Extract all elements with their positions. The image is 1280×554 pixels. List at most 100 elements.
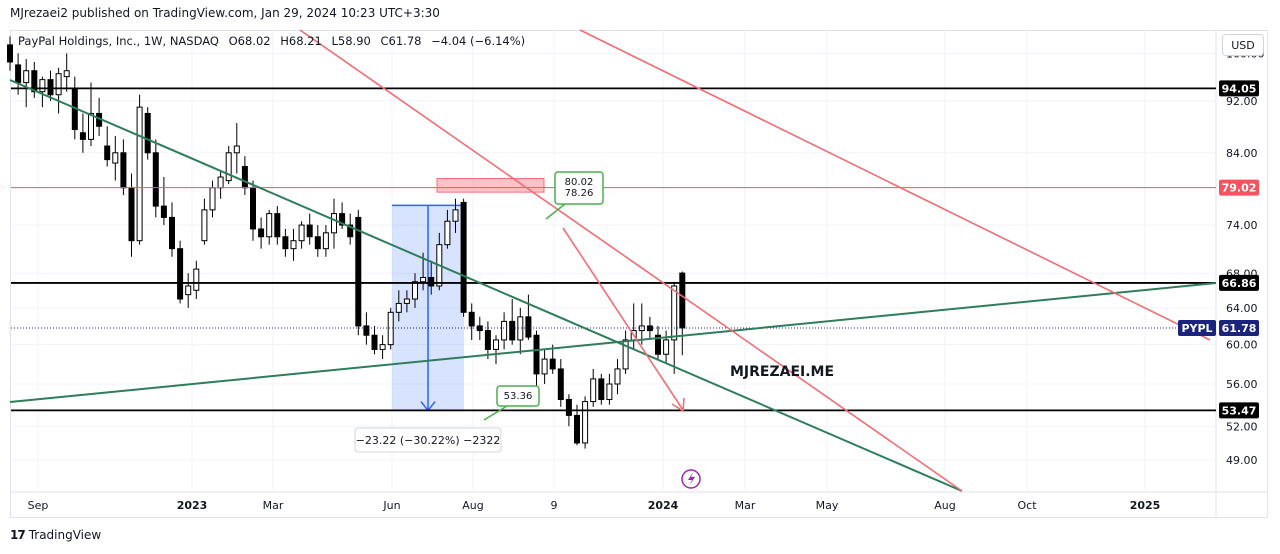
candle-body [428, 276, 435, 287]
candle-body [104, 145, 111, 161]
candle-body [290, 240, 297, 250]
candle-body [298, 224, 305, 242]
tradingview-logo-mark: 17 [10, 528, 26, 542]
x-tick-label: Aug [462, 499, 483, 512]
x-tick-label: 9 [551, 499, 558, 512]
legend-open: O68.02 [228, 34, 271, 48]
measure-label-text: −23.22 (−30.22%) −2322 [356, 434, 501, 447]
candle-body [493, 339, 499, 350]
red-trendline-1 [299, 29, 963, 492]
candle-body [266, 213, 273, 238]
candle-body [371, 334, 378, 350]
candle-body [412, 281, 418, 300]
candle-body [233, 145, 240, 154]
green-down-trendline [9, 79, 963, 492]
x-tick-label: Jun [382, 499, 400, 512]
candle-body [55, 73, 62, 96]
candle-body [557, 368, 564, 400]
callout-low-box [496, 385, 540, 407]
candles [7, 36, 686, 449]
axes: 100.0092.0084.0074.0068.0064.0060.0056.0… [10, 30, 1268, 518]
candle-body [282, 236, 289, 250]
candle-body [241, 166, 248, 189]
candle-body [525, 316, 532, 338]
x-tick-label: 2024 [648, 499, 679, 512]
level-price-label: 79.02 [1222, 182, 1257, 195]
candle-body [152, 152, 159, 207]
candle-body [606, 383, 613, 400]
publisher-text: MJrezaei2 published on TradingView.com, … [10, 6, 440, 20]
level-price-tag [1219, 402, 1259, 419]
legend-low: L58.90 [331, 34, 371, 48]
tradingview-brand: TradingView [28, 528, 102, 542]
y-tick-label: 84.00 [1226, 147, 1258, 160]
level-price-label: 66.86 [1222, 277, 1257, 290]
candle-body [387, 311, 394, 346]
candle-body [590, 378, 597, 403]
candle-body [403, 298, 410, 304]
y-tick-label: 56.00 [1226, 378, 1258, 391]
candle-body [169, 216, 175, 250]
y-tick-label: 64.00 [1226, 302, 1258, 315]
x-tick-label: Mar [263, 499, 284, 512]
candle-body [112, 152, 119, 164]
candle-body [258, 228, 265, 238]
candle-body [509, 320, 516, 341]
candle-body [622, 339, 629, 370]
grid-lines [11, 31, 1216, 490]
candle-body [533, 334, 540, 375]
candle-body [39, 79, 46, 93]
symbol-legend[interactable]: PayPal Holdings, Inc., 1W, NASDAQ O68.02… [18, 34, 531, 48]
x-tick-label: May [816, 499, 839, 512]
candle-body [501, 320, 508, 341]
legend-high: H68.21 [280, 34, 322, 48]
measure-label-box [354, 427, 502, 453]
last-price-tag [1219, 319, 1259, 336]
candle-body [679, 272, 686, 329]
candle-body [217, 176, 224, 189]
drawings-back [392, 178, 545, 412]
candle-body [646, 325, 653, 332]
candle-body [565, 398, 572, 416]
candle-body [144, 112, 151, 154]
y-tick-label: 92.00 [1226, 95, 1258, 108]
red-projection-arrowhead [671, 397, 685, 413]
candle-body [331, 213, 337, 234]
candle-body [574, 414, 580, 444]
y-tick-label: 49.00 [1226, 454, 1258, 467]
chart-frame [10, 30, 1268, 518]
candle-body [314, 236, 321, 250]
candle-body [250, 187, 256, 230]
callout-low-text: 53.36 [504, 391, 533, 402]
candle-body [128, 187, 135, 242]
level-price-tag [1219, 179, 1259, 196]
tradingview-logo[interactable]: 17 TradingView [10, 528, 101, 542]
legend-close: C61.78 [380, 34, 422, 48]
y-tick-label: 60.00 [1226, 339, 1258, 352]
candle-body [460, 201, 467, 313]
y-tick-label: 52.00 [1226, 420, 1258, 433]
x-tick-label: Sep [28, 499, 49, 512]
y-tick-label: 74.00 [1226, 219, 1258, 232]
candle-body [614, 368, 621, 385]
level-price-tag [1219, 274, 1259, 291]
x-tick-label: Mar [735, 499, 756, 512]
candle-body [225, 152, 232, 182]
candle-body [201, 209, 208, 242]
candle-body [185, 285, 192, 296]
legend-change: −4.04 (−6.14%) [431, 34, 526, 48]
x-tick-label: 2025 [1130, 499, 1161, 512]
candle-body [79, 132, 86, 140]
candle-body [136, 106, 143, 242]
candle-body [355, 216, 362, 327]
currency-button[interactable]: USD [1222, 34, 1264, 56]
level-price-tag [1219, 80, 1259, 97]
red-projection-arrow [562, 227, 684, 411]
candle-body [177, 248, 184, 300]
callout-low-tail [483, 405, 508, 421]
candle-body [322, 232, 329, 250]
candle-body [31, 70, 38, 93]
event-lightning-glyph [688, 472, 695, 486]
candle-body [15, 64, 22, 84]
